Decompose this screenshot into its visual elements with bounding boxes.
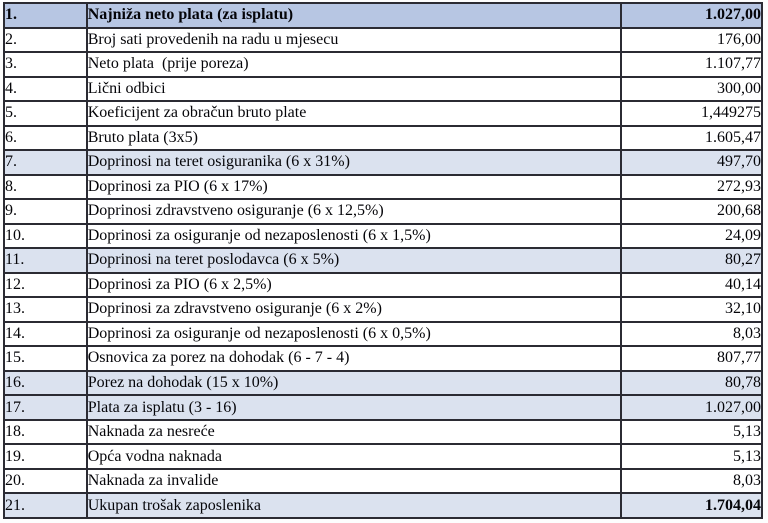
row-number-cell: 21. <box>3 492 88 519</box>
row-value-cell: 176,00 <box>619 26 764 54</box>
row-label-cell: Doprinosi za osiguranje od nezaposlenost… <box>85 320 622 348</box>
table-row: 15. Osnovica za porez na dohodak (6 - 7 -… <box>3 345 764 372</box>
row-number-cell: 19. <box>3 443 88 470</box>
row-label-cell: Plata za isplatu (3 - 16) <box>85 394 622 421</box>
row-value-cell: 1.027,00 <box>619 2 764 29</box>
row-number-cell: 4. <box>3 75 88 103</box>
row-number-cell: 12. <box>3 271 88 299</box>
row-value-cell: 24,09 <box>619 222 764 250</box>
row-value-cell: 8,03 <box>619 467 764 495</box>
row-label-cell: Lični odbici <box>85 75 622 103</box>
row-number-cell: 16. <box>3 369 88 397</box>
table-row: 16. Porez na dohodak (15 x 10%) 80,78 <box>3 369 764 397</box>
row-number-cell: 14. <box>3 320 88 348</box>
row-number-cell: 2. <box>3 26 88 54</box>
row-number-cell: 15. <box>3 345 88 372</box>
row-value-cell: 272,93 <box>619 173 764 201</box>
row-value-cell: 1,449275 <box>619 100 764 127</box>
table-row: 5. Koeficijent za obračun bruto plate 1,44… <box>3 100 764 127</box>
table-row: 4. Lični odbici 300,00 <box>3 75 764 103</box>
table-row: 11. Doprinosi na teret poslodavca (6 x 5%… <box>3 247 764 274</box>
row-number-cell: 5. <box>3 100 88 127</box>
row-label-cell: Naknada za nesreće <box>85 418 622 446</box>
row-number-cell: 13. <box>3 296 88 323</box>
row-value-cell: 807,77 <box>619 345 764 372</box>
table-row: 6. Bruto plata (3x5) 1.605,47 <box>3 124 764 152</box>
table-row: 12. Doprinosi za PIO (6 x 2,5%) 40,14 <box>3 271 764 299</box>
row-label-cell: Doprinosi za osiguranje od nezaposlenost… <box>85 222 622 250</box>
table-row: 20. Naknada za invalide 8,03 <box>3 467 764 495</box>
row-value-cell: 200,68 <box>619 198 764 225</box>
row-value-cell: 8,03 <box>619 320 764 348</box>
row-label-cell: Bruto plata (3x5) <box>85 124 622 152</box>
salary-calculation-table: 1. Najniža neto plata (za isplatu) 1.027,0… <box>3 2 764 519</box>
row-value-cell: 5,13 <box>619 418 764 446</box>
row-label-cell: Doprinosi na teret osiguranika (6 x 31%) <box>85 149 622 176</box>
row-value-cell: 497,70 <box>619 149 764 176</box>
row-value-cell: 5,13 <box>619 443 764 470</box>
row-value-cell: 40,14 <box>619 271 764 299</box>
row-label-cell: Broj sati provedenih na radu u mjesecu <box>85 26 622 54</box>
row-label-cell: Doprinosi na teret poslodavca (6 x 5%) <box>85 247 622 274</box>
row-number-cell: 1. <box>3 2 88 29</box>
row-value-cell: 1.027,00 <box>619 394 764 421</box>
table-row: 8. Doprinosi za PIO (6 x 17%) 272,93 <box>3 173 764 201</box>
row-number-cell: 18. <box>3 418 88 446</box>
table-row: 10. Doprinosi za osiguranje od nezaposlen… <box>3 222 764 250</box>
row-label-cell: Osnovica za porez na dohodak (6 - 7 - 4) <box>85 345 622 372</box>
row-number-cell: 7. <box>3 149 88 176</box>
table-row: 14. Doprinosi za osiguranje od nezaposlen… <box>3 320 764 348</box>
row-label-cell: Neto plata (prije poreza) <box>85 51 622 78</box>
row-number-cell: 9. <box>3 198 88 225</box>
row-label-cell: Najniža neto plata (za isplatu) <box>85 2 622 29</box>
table-row: 2. Broj sati provedenih na radu u mjesecu… <box>3 26 764 54</box>
row-number-cell: 6. <box>3 124 88 152</box>
row-label-cell: Koeficijent za obračun bruto plate <box>85 100 622 127</box>
row-value-cell: 32,10 <box>619 296 764 323</box>
row-value-cell: 80,27 <box>619 247 764 274</box>
row-label-cell: Ukupan trošak zaposlenika <box>85 492 622 519</box>
table-row: 19. Opća vodna naknada 5,13 <box>3 443 764 470</box>
row-label-cell: Porez na dohodak (15 x 10%) <box>85 369 622 397</box>
table-row: 7. Doprinosi na teret osiguranika (6 x 31… <box>3 149 764 176</box>
row-number-cell: 10. <box>3 222 88 250</box>
table-row: 13. Doprinosi za zdravstveno osiguranje (… <box>3 296 764 323</box>
row-value-cell: 300,00 <box>619 75 764 103</box>
table-row: 1. Najniža neto plata (za isplatu) 1.027,0… <box>3 2 764 29</box>
table-row: 17. Plata za isplatu (3 - 16) 1.027,00 <box>3 394 764 421</box>
row-label-cell: Doprinosi za zdravstveno osiguranje (6 x… <box>85 296 622 323</box>
row-number-cell: 17. <box>3 394 88 421</box>
row-label-cell: Doprinosi za PIO (6 x 17%) <box>85 173 622 201</box>
row-value-cell: 1.605,47 <box>619 124 764 152</box>
row-label-cell: Doprinosi zdravstveno osiguranje (6 x 12… <box>85 198 622 225</box>
table-row: 18. Naknada za nesreće 5,13 <box>3 418 764 446</box>
table-row: 9. Doprinosi zdravstveno osiguranje (6 x … <box>3 198 764 225</box>
row-label-cell: Doprinosi za PIO (6 x 2,5%) <box>85 271 622 299</box>
row-label-cell: Opća vodna naknada <box>85 443 622 470</box>
row-label-cell: Naknada za invalide <box>85 467 622 495</box>
salary-table-body: 1. Najniža neto plata (za isplatu) 1.027,0… <box>3 2 764 519</box>
row-number-cell: 8. <box>3 173 88 201</box>
row-number-cell: 3. <box>3 51 88 78</box>
row-value-cell: 1.107,77 <box>619 51 764 78</box>
row-number-cell: 20. <box>3 467 88 495</box>
row-value-cell: 1.704,04 <box>619 492 764 519</box>
row-number-cell: 11. <box>3 247 88 274</box>
table-row: 3. Neto plata (prije poreza) 1.107,77 <box>3 51 764 78</box>
row-value-cell: 80,78 <box>619 369 764 397</box>
table-row: 21. Ukupan trošak zaposlenika 1.704,04 <box>3 492 764 519</box>
